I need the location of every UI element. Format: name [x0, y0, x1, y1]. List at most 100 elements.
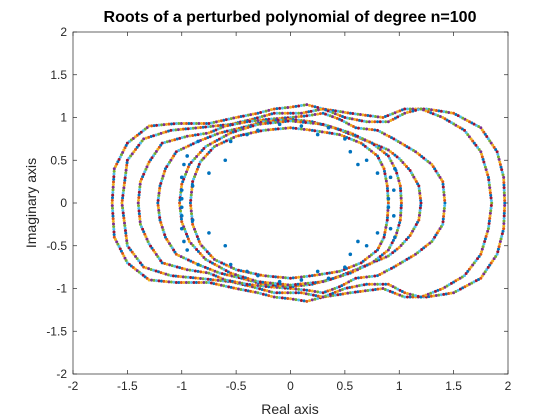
root-marker	[220, 266, 224, 270]
root-marker	[382, 169, 386, 173]
root-marker	[179, 205, 184, 210]
root-marker	[215, 264, 219, 268]
root-marker	[228, 139, 233, 144]
root-marker	[396, 263, 400, 267]
root-marker	[447, 119, 451, 123]
root-marker	[442, 212, 446, 216]
root-marker	[244, 276, 248, 280]
root-marker	[149, 135, 153, 139]
root-marker	[202, 270, 205, 274]
root-marker	[417, 213, 421, 217]
root-marker	[222, 284, 226, 288]
root-marker	[188, 134, 192, 138]
root-marker	[201, 277, 205, 281]
root-marker	[201, 125, 205, 129]
root-marker	[386, 208, 390, 212]
root-marker	[373, 282, 377, 286]
root-marker	[396, 287, 400, 291]
root-marker	[165, 165, 169, 169]
root-marker	[403, 259, 407, 263]
root-marker	[137, 209, 141, 213]
root-marker	[305, 114, 309, 118]
root-marker	[378, 272, 382, 276]
root-marker	[348, 111, 352, 115]
root-marker	[156, 206, 160, 210]
root-marker	[350, 285, 354, 289]
root-marker	[194, 170, 198, 174]
root-marker	[168, 242, 172, 246]
root-marker	[204, 277, 208, 281]
root-marker	[196, 276, 200, 280]
root-marker	[405, 257, 409, 261]
root-marker	[215, 143, 219, 147]
root-marker	[396, 115, 400, 119]
root-marker	[152, 268, 156, 272]
root-marker	[395, 155, 399, 159]
root-marker	[393, 286, 397, 290]
root-marker	[246, 289, 250, 293]
root-marker	[111, 185, 115, 189]
root-marker	[179, 193, 183, 197]
root-marker	[244, 288, 248, 292]
root-marker	[297, 104, 301, 108]
root-marker	[343, 129, 347, 133]
root-marker	[385, 218, 389, 222]
root-marker	[220, 136, 224, 140]
root-marker	[479, 276, 483, 280]
root-marker	[140, 225, 144, 229]
root-marker	[335, 270, 339, 274]
root-marker	[234, 116, 238, 119]
root-marker	[110, 201, 114, 205]
root-marker	[237, 268, 241, 272]
root-marker	[204, 121, 208, 125]
y-tick-label: -0.5	[46, 239, 67, 253]
root-marker	[294, 115, 298, 119]
root-marker	[204, 257, 208, 261]
root-marker	[496, 247, 500, 251]
root-marker	[164, 272, 168, 276]
root-marker	[189, 276, 193, 280]
x-tick-label: 1	[396, 379, 403, 393]
root-marker	[474, 279, 478, 283]
root-marker	[437, 229, 441, 233]
root-marker	[384, 120, 388, 124]
root-marker	[261, 110, 265, 114]
root-marker	[200, 244, 204, 248]
root-marker	[195, 167, 199, 171]
root-marker	[328, 292, 332, 296]
root-marker	[357, 262, 361, 266]
root-marker	[144, 167, 148, 171]
root-marker	[251, 290, 255, 294]
root-marker	[403, 107, 407, 111]
root-marker	[291, 126, 295, 130]
root-marker	[151, 154, 155, 158]
root-marker	[169, 128, 173, 132]
root-marker	[313, 105, 317, 109]
root-marker	[302, 291, 306, 295]
root-marker	[112, 177, 116, 181]
root-marker	[373, 120, 377, 124]
root-marker	[438, 287, 442, 291]
root-marker	[362, 119, 366, 123]
root-marker	[385, 216, 389, 220]
root-marker	[239, 269, 243, 273]
root-marker	[331, 294, 335, 297]
root-marker	[172, 154, 176, 158]
root-marker	[444, 292, 448, 296]
root-marker	[489, 204, 493, 208]
root-marker	[144, 266, 148, 270]
root-marker	[165, 262, 169, 266]
root-marker	[393, 116, 397, 120]
root-marker	[251, 124, 255, 128]
root-marker	[496, 250, 500, 254]
root-marker	[456, 114, 460, 118]
root-marker	[434, 233, 438, 237]
root-marker	[112, 230, 116, 234]
root-marker	[421, 294, 425, 298]
root-markers	[110, 103, 507, 303]
root-marker	[308, 289, 312, 293]
root-marker	[441, 180, 445, 184]
root-marker	[182, 146, 186, 150]
root-marker	[289, 297, 292, 301]
root-marker	[394, 138, 398, 142]
